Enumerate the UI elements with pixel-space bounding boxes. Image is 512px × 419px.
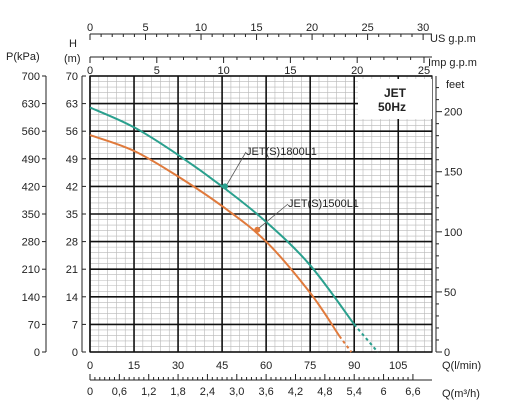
pressure-tick-label: 350 xyxy=(22,209,40,221)
flow-m3h-tick-label: 5,4 xyxy=(347,386,362,398)
flow-m3h-tick-label: 4,8 xyxy=(317,386,332,398)
series-label-1800: JET(S)1800L1 xyxy=(246,146,317,158)
model-box xyxy=(358,79,432,119)
series-curve-dashed-1 xyxy=(338,335,353,353)
head-axis-unit: (m) xyxy=(64,53,81,65)
flow-m3h-tick-label: 0,6 xyxy=(112,386,127,398)
pressure-axis-label: P(kPa) xyxy=(6,51,40,63)
model-box-frequency: 50Hz xyxy=(378,100,406,114)
series-marker-0 xyxy=(222,183,229,190)
feet-axis-label: feet xyxy=(446,79,464,91)
flow-m3h-tick-label: 6 xyxy=(380,386,386,398)
imp-gpm-tick-label: 5 xyxy=(154,65,160,77)
us-gpm-tick-label: 30 xyxy=(417,22,429,34)
flow-m3h-axis-label: Q(m³/h) xyxy=(442,388,480,400)
feet-tick-label: 0 xyxy=(444,347,450,359)
imp-gpm-tick-label: 15 xyxy=(284,65,296,77)
head-axis-label: H xyxy=(69,38,77,50)
flow-m3h-tick-label: 3,0 xyxy=(229,386,244,398)
series-marker-1 xyxy=(254,226,261,233)
head-tick-label: 35 xyxy=(66,209,78,221)
leader-line-1500 xyxy=(259,203,289,229)
flow-lmin-tick-label: 30 xyxy=(172,360,184,372)
series-curve-dashed-0 xyxy=(353,323,379,353)
us-gpm-axis-label: US g.p.m xyxy=(430,33,476,45)
flow-m3h-tick-label: 0 xyxy=(87,386,93,398)
pressure-tick-label: 560 xyxy=(22,126,40,138)
axes xyxy=(42,33,442,381)
series xyxy=(89,106,379,353)
series-curve-1 xyxy=(89,134,341,337)
flow-m3h-tick-label: 3,6 xyxy=(258,386,273,398)
head-tick-label: 42 xyxy=(66,181,78,193)
flow-lmin-tick-label: 75 xyxy=(304,360,316,372)
pressure-tick-label: 280 xyxy=(22,237,40,249)
feet-tick-label: 150 xyxy=(444,167,462,179)
imp-gpm-tick-label: 0 xyxy=(87,65,93,77)
imp-gpm-tick-label: 20 xyxy=(351,65,363,77)
pressure-tick-label: 490 xyxy=(22,154,40,166)
tick-labels: 0701402102803504204905606307000714212835… xyxy=(22,22,463,398)
flow-lmin-tick-label: 0 xyxy=(87,360,93,372)
feet-tick-label: 200 xyxy=(444,107,462,119)
pressure-tick-label: 420 xyxy=(22,181,40,193)
head-tick-label: 21 xyxy=(66,264,78,276)
us-gpm-tick-label: 20 xyxy=(306,22,318,34)
head-tick-label: 14 xyxy=(66,292,78,304)
head-tick-label: 70 xyxy=(66,71,78,83)
us-gpm-tick-label: 25 xyxy=(361,22,373,34)
flow-lmin-tick-label: 105 xyxy=(389,360,407,372)
head-tick-label: 7 xyxy=(72,319,78,331)
us-gpm-tick-label: 15 xyxy=(250,22,262,34)
imp-gpm-tick-label: 25 xyxy=(418,65,430,77)
feet-tick-label: 50 xyxy=(444,287,456,299)
us-gpm-tick-label: 0 xyxy=(87,22,93,34)
plot-frame xyxy=(89,75,433,353)
flow-m3h-tick-label: 1,8 xyxy=(170,386,185,398)
flow-m3h-tick-label: 6,6 xyxy=(405,386,420,398)
pressure-tick-label: 210 xyxy=(22,264,40,276)
flow-m3h-tick-label: 2,4 xyxy=(200,386,215,398)
grid xyxy=(89,75,433,353)
leader-line-1800 xyxy=(226,151,247,185)
head-tick-label: 0 xyxy=(72,347,78,359)
imp-gpm-tick-label: 10 xyxy=(217,65,229,77)
flow-lmin-axis-label: Q(l/min) xyxy=(442,360,481,372)
flow-lmin-tick-label: 15 xyxy=(128,360,140,372)
pressure-tick-label: 700 xyxy=(22,71,40,83)
us-gpm-tick-label: 5 xyxy=(142,22,148,34)
head-tick-label: 49 xyxy=(66,154,78,166)
pressure-tick-label: 0 xyxy=(34,347,40,359)
us-gpm-tick-label: 10 xyxy=(195,22,207,34)
pressure-tick-label: 630 xyxy=(22,99,40,111)
flow-m3h-tick-label: 4,2 xyxy=(288,386,303,398)
head-tick-label: 63 xyxy=(66,99,78,111)
pressure-tick-label: 140 xyxy=(22,292,40,304)
flow-lmin-tick-label: 45 xyxy=(216,360,228,372)
imp-gpm-axis-label: Imp g.p.m xyxy=(428,57,477,69)
head-tick-label: 28 xyxy=(66,237,78,249)
model-box-title: JET xyxy=(384,86,407,100)
series-label-1500: JET(S)1500L1 xyxy=(288,198,359,210)
feet-tick-label: 100 xyxy=(444,227,462,239)
head-tick-label: 56 xyxy=(66,126,78,138)
flow-lmin-tick-label: 90 xyxy=(348,360,360,372)
pressure-tick-label: 70 xyxy=(28,319,40,331)
flow-m3h-tick-label: 1,2 xyxy=(141,386,156,398)
flow-lmin-tick-label: 60 xyxy=(260,360,272,372)
